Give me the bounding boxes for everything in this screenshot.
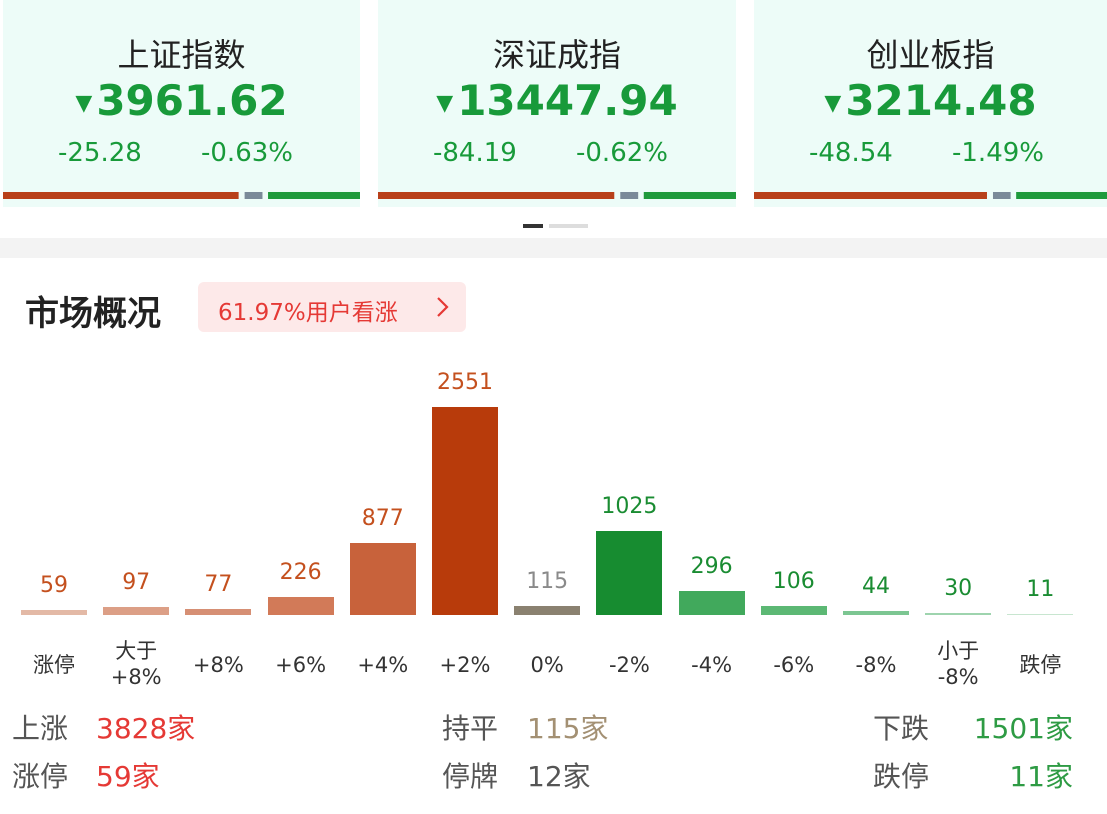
summary-label: 持平 xyxy=(442,712,499,745)
value-label: 97 xyxy=(122,570,151,596)
value-label: 2551 xyxy=(437,370,493,395)
breadth-svg xyxy=(754,192,1107,199)
summary-label: 上涨 xyxy=(12,712,69,745)
index-value: ▼13447.94 xyxy=(378,76,736,125)
value-label: 59 xyxy=(40,573,68,599)
bar xyxy=(349,543,416,615)
down-arrow: ▼ xyxy=(824,91,842,116)
value-label: 296 xyxy=(690,553,733,579)
breadth-svg xyxy=(3,192,626,199)
index-price: 3214.48 xyxy=(845,76,1037,125)
bar xyxy=(1007,614,1074,615)
down-arrow: ▼ xyxy=(75,91,93,116)
index-card[interactable]: 创业板指 ▼3214.48 -48.54 -1.49% xyxy=(754,0,1107,207)
x-tick-label: +8% xyxy=(192,653,244,677)
index-name: 深证成指 xyxy=(492,36,621,74)
summary-value: 59家 xyxy=(96,760,160,793)
summary-label: 下跌 xyxy=(873,712,930,745)
x-tick-label: 跌停 xyxy=(1019,653,1062,677)
index-name: 创业板指 xyxy=(866,36,995,74)
page-dot xyxy=(549,224,588,228)
x-tick-label: +4% xyxy=(357,653,409,677)
sentiment-badge[interactable]: 61.97%用户看涨 xyxy=(198,282,466,332)
x-tick-label: 涨停 xyxy=(33,653,75,677)
x-tick-label: +2% xyxy=(439,653,491,677)
page-dot-active xyxy=(523,224,543,228)
breadth-bar xyxy=(3,184,626,199)
x-tick-label: -2% xyxy=(608,653,650,677)
value-label: 106 xyxy=(772,569,815,595)
section-title: 市场概况 xyxy=(25,294,161,334)
value-label: 30 xyxy=(944,575,973,601)
index-name: 上证指数 xyxy=(117,36,246,74)
x-tick-label: 0% xyxy=(530,653,564,677)
index-value: ▼3214.48 xyxy=(754,76,1107,125)
summary-label: 停牌 xyxy=(442,760,499,793)
x-tick-label: -8% xyxy=(855,653,897,677)
value-label: 226 xyxy=(279,559,322,585)
bar xyxy=(843,611,909,615)
bar xyxy=(760,606,827,615)
value-label: 77 xyxy=(204,571,233,597)
bar xyxy=(432,407,498,615)
bar xyxy=(925,612,992,615)
bar xyxy=(596,531,663,615)
value-label: 44 xyxy=(862,574,890,600)
breadth-bar xyxy=(754,184,1107,199)
index-pct: -0.62% xyxy=(576,138,668,168)
index-price: 3961.62 xyxy=(96,76,288,125)
x-tick-label: 小于 -8% xyxy=(937,639,980,689)
index-price: 13447.94 xyxy=(457,76,678,125)
x-tick-label: 大于 +8% xyxy=(110,639,162,689)
value-label: 11 xyxy=(1026,577,1055,603)
separator xyxy=(0,238,1107,258)
x-tick-label: -6% xyxy=(773,653,815,677)
index-change: -48.54 xyxy=(809,138,893,168)
summary-label: 跌停 xyxy=(873,760,930,793)
index-pct: -1.49% xyxy=(952,138,1044,168)
summary-value: 11家 xyxy=(1009,760,1073,793)
breadth-bar xyxy=(378,184,1002,199)
down-arrow: ▼ xyxy=(436,91,454,116)
summary-label: 涨停 xyxy=(12,760,69,793)
value-label: 115 xyxy=(526,568,569,594)
summary-value: 115家 xyxy=(527,712,609,745)
index-value: ▼3961.62 xyxy=(3,76,360,125)
value-label: 1025 xyxy=(601,494,658,520)
index-card[interactable]: 上证指数 ▼3961.62 -25.28 -0.63% xyxy=(3,0,626,207)
breadth-svg xyxy=(378,192,1002,199)
bar xyxy=(21,610,87,615)
bar xyxy=(267,596,334,615)
value-label: 877 xyxy=(361,506,404,532)
badge-text: 61.97%用户看涨 xyxy=(218,300,398,326)
bar xyxy=(103,607,170,615)
bar xyxy=(678,590,745,615)
index-change: -84.19 xyxy=(433,138,517,168)
summary-value: 3828家 xyxy=(96,712,196,745)
index-card[interactable]: 深证成指 ▼13447.94 -84.19 -0.62% xyxy=(378,0,1002,207)
x-tick-label: -4% xyxy=(691,653,733,677)
bar xyxy=(185,608,252,615)
summary-value: 1501家 xyxy=(973,712,1073,745)
bar xyxy=(514,605,581,615)
index-change: -25.28 xyxy=(58,138,142,168)
index-pct: -0.63% xyxy=(201,138,293,168)
summary-value: 12家 xyxy=(527,760,591,793)
x-tick-label: +6% xyxy=(275,653,327,677)
chevron xyxy=(437,297,449,317)
